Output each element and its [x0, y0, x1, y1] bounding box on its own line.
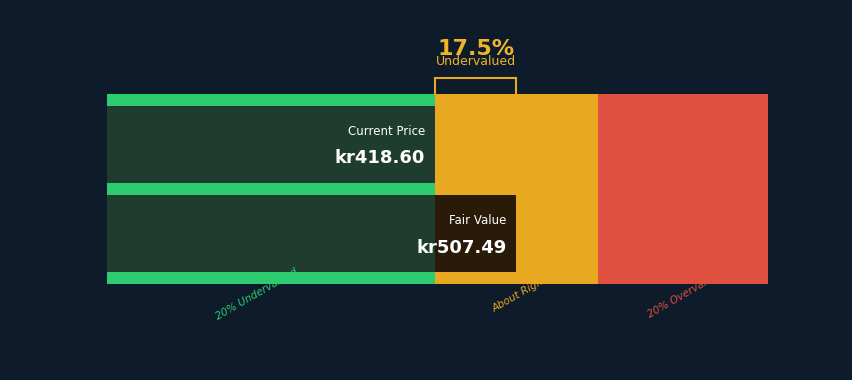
Text: kr418.60: kr418.60: [335, 149, 425, 167]
Bar: [435, 195, 598, 272]
Text: 20% Undervalued: 20% Undervalued: [214, 267, 299, 322]
Bar: [435, 94, 598, 106]
Bar: [106, 106, 435, 183]
Bar: [598, 195, 767, 272]
Text: Undervalued: Undervalued: [435, 55, 515, 68]
Bar: [106, 94, 435, 106]
Bar: [598, 94, 767, 106]
Bar: [106, 272, 435, 284]
Bar: [435, 195, 516, 272]
Text: Fair Value: Fair Value: [449, 214, 506, 227]
Bar: [598, 106, 767, 183]
Bar: [106, 195, 435, 272]
Bar: [598, 183, 767, 195]
Bar: [435, 106, 598, 183]
Text: kr507.49: kr507.49: [416, 239, 506, 257]
Text: About Right: About Right: [490, 274, 548, 314]
Bar: [435, 272, 598, 284]
Text: 20% Overvalued: 20% Overvalued: [645, 268, 724, 320]
Text: 17.5%: 17.5%: [437, 38, 514, 59]
Bar: [106, 183, 435, 195]
Text: Current Price: Current Price: [348, 125, 425, 138]
Bar: [435, 183, 598, 195]
Bar: [106, 106, 435, 183]
Bar: [598, 272, 767, 284]
